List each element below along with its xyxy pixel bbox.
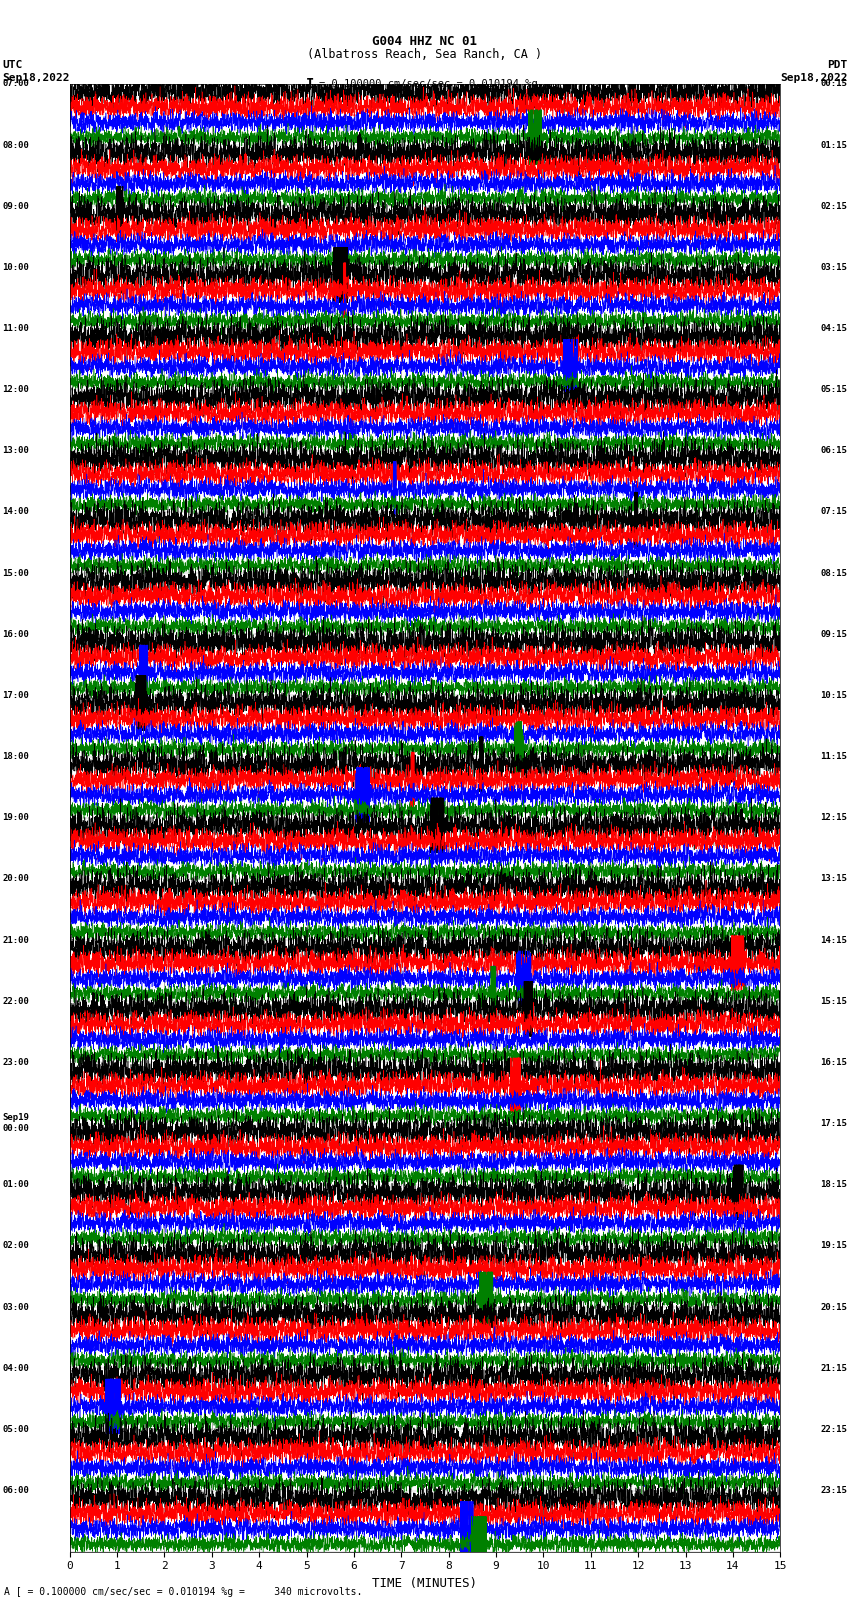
Text: 22:00: 22:00 — [3, 997, 30, 1007]
X-axis label: TIME (MINUTES): TIME (MINUTES) — [372, 1578, 478, 1590]
Text: 03:00: 03:00 — [3, 1303, 30, 1311]
Text: 17:15: 17:15 — [820, 1119, 847, 1127]
Text: 20:15: 20:15 — [820, 1303, 847, 1311]
Text: 16:15: 16:15 — [820, 1058, 847, 1066]
Text: 21:00: 21:00 — [3, 936, 30, 945]
Text: = 0.100000 cm/sec/sec = 0.010194 %g: = 0.100000 cm/sec/sec = 0.010194 %g — [319, 79, 537, 89]
Text: G004 HHZ NC 01: G004 HHZ NC 01 — [372, 35, 478, 48]
Text: 06:15: 06:15 — [820, 447, 847, 455]
Text: 19:00: 19:00 — [3, 813, 30, 823]
Text: 15:15: 15:15 — [820, 997, 847, 1007]
Text: 14:15: 14:15 — [820, 936, 847, 945]
Text: 08:15: 08:15 — [820, 569, 847, 577]
Text: 04:15: 04:15 — [820, 324, 847, 332]
Text: 11:00: 11:00 — [3, 324, 30, 332]
Text: 11:15: 11:15 — [820, 752, 847, 761]
Text: 10:00: 10:00 — [3, 263, 30, 273]
Text: 04:00: 04:00 — [3, 1363, 30, 1373]
Text: 06:00: 06:00 — [3, 1486, 30, 1495]
Text: 22:15: 22:15 — [820, 1424, 847, 1434]
Text: 13:00: 13:00 — [3, 447, 30, 455]
Text: 03:15: 03:15 — [820, 263, 847, 273]
Text: 05:00: 05:00 — [3, 1424, 30, 1434]
Text: 00:15: 00:15 — [820, 79, 847, 89]
Text: 02:15: 02:15 — [820, 202, 847, 211]
Text: A [ = 0.100000 cm/sec/sec = 0.010194 %g =     340 microvolts.: A [ = 0.100000 cm/sec/sec = 0.010194 %g … — [4, 1587, 363, 1597]
Text: 09:15: 09:15 — [820, 629, 847, 639]
Text: 12:15: 12:15 — [820, 813, 847, 823]
Text: 16:00: 16:00 — [3, 629, 30, 639]
Text: Sep18,2022: Sep18,2022 — [780, 73, 847, 82]
Text: 18:00: 18:00 — [3, 752, 30, 761]
Text: 18:15: 18:15 — [820, 1181, 847, 1189]
Text: 01:15: 01:15 — [820, 140, 847, 150]
Text: 07:15: 07:15 — [820, 508, 847, 516]
Text: 23:00: 23:00 — [3, 1058, 30, 1066]
Text: 23:15: 23:15 — [820, 1486, 847, 1495]
Text: 12:00: 12:00 — [3, 386, 30, 394]
Text: 07:00: 07:00 — [3, 79, 30, 89]
Text: 00:00: 00:00 — [3, 1124, 30, 1132]
Text: 08:00: 08:00 — [3, 140, 30, 150]
Text: 14:00: 14:00 — [3, 508, 30, 516]
Text: 21:15: 21:15 — [820, 1363, 847, 1373]
Text: 02:00: 02:00 — [3, 1242, 30, 1250]
Text: I: I — [306, 77, 314, 90]
Text: (Albatross Reach, Sea Ranch, CA ): (Albatross Reach, Sea Ranch, CA ) — [308, 48, 542, 61]
Text: 13:15: 13:15 — [820, 874, 847, 884]
Text: 01:00: 01:00 — [3, 1181, 30, 1189]
Text: Sep18,2022: Sep18,2022 — [3, 73, 70, 82]
Text: 15:00: 15:00 — [3, 569, 30, 577]
Text: 09:00: 09:00 — [3, 202, 30, 211]
Text: 17:00: 17:00 — [3, 690, 30, 700]
Text: UTC: UTC — [3, 60, 23, 69]
Text: 19:15: 19:15 — [820, 1242, 847, 1250]
Text: 05:15: 05:15 — [820, 386, 847, 394]
Text: 10:15: 10:15 — [820, 690, 847, 700]
Text: Sep19: Sep19 — [3, 1113, 30, 1121]
Text: 20:00: 20:00 — [3, 874, 30, 884]
Text: PDT: PDT — [827, 60, 847, 69]
